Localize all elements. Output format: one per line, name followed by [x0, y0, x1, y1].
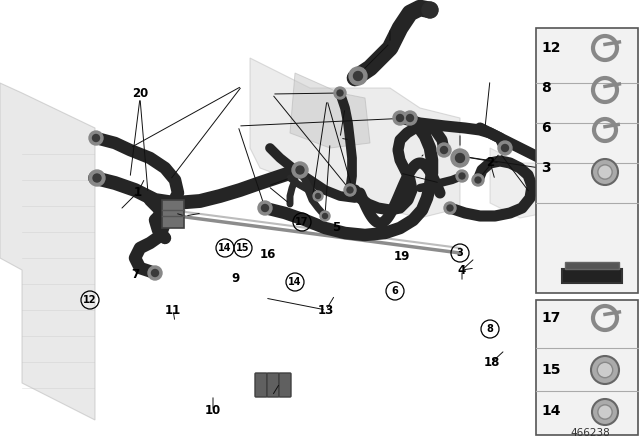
- Circle shape: [617, 180, 623, 186]
- Text: 2: 2: [486, 155, 494, 168]
- Circle shape: [152, 270, 159, 276]
- Circle shape: [349, 67, 367, 85]
- Circle shape: [296, 166, 304, 174]
- Circle shape: [323, 214, 328, 219]
- Text: 8: 8: [486, 324, 493, 334]
- Text: 4: 4: [458, 263, 466, 276]
- Bar: [536, 300, 638, 435]
- Circle shape: [451, 149, 469, 167]
- Text: 3: 3: [456, 248, 463, 258]
- Text: 18: 18: [484, 356, 500, 369]
- Text: 6: 6: [541, 121, 550, 135]
- Circle shape: [337, 90, 343, 96]
- Circle shape: [347, 187, 353, 193]
- Polygon shape: [250, 58, 460, 218]
- Circle shape: [292, 162, 308, 178]
- Circle shape: [592, 159, 618, 185]
- Bar: [562, 269, 622, 283]
- Circle shape: [472, 174, 484, 186]
- Circle shape: [93, 134, 99, 142]
- Circle shape: [298, 168, 303, 172]
- Circle shape: [502, 145, 509, 151]
- Circle shape: [148, 266, 162, 280]
- Circle shape: [598, 165, 612, 179]
- Circle shape: [597, 362, 612, 378]
- FancyBboxPatch shape: [162, 200, 184, 228]
- Circle shape: [614, 177, 626, 189]
- Text: 12: 12: [83, 295, 97, 305]
- Circle shape: [447, 205, 453, 211]
- Bar: [565, 262, 619, 269]
- Circle shape: [422, 2, 438, 18]
- Text: 14: 14: [541, 404, 561, 418]
- Polygon shape: [290, 73, 370, 148]
- Text: 12: 12: [541, 41, 561, 55]
- Circle shape: [295, 165, 305, 175]
- Text: 5: 5: [332, 220, 340, 233]
- Circle shape: [334, 87, 346, 99]
- Circle shape: [591, 356, 619, 384]
- Circle shape: [397, 115, 403, 121]
- Circle shape: [89, 131, 103, 145]
- Circle shape: [444, 202, 456, 214]
- Polygon shape: [490, 148, 545, 218]
- Text: 466238: 466238: [570, 428, 610, 438]
- Circle shape: [313, 191, 323, 201]
- Circle shape: [258, 201, 272, 215]
- Bar: [536, 28, 638, 293]
- Text: 19: 19: [394, 250, 410, 263]
- Circle shape: [353, 72, 362, 81]
- Text: 9: 9: [231, 271, 239, 284]
- Circle shape: [316, 194, 321, 198]
- Text: 1: 1: [134, 185, 142, 198]
- Circle shape: [475, 177, 481, 183]
- Text: 17: 17: [541, 311, 561, 325]
- Circle shape: [440, 146, 447, 154]
- Circle shape: [89, 170, 105, 186]
- Text: 14: 14: [218, 243, 232, 253]
- FancyBboxPatch shape: [279, 373, 291, 397]
- Text: 3: 3: [541, 161, 550, 175]
- Circle shape: [393, 111, 407, 125]
- Circle shape: [320, 211, 330, 221]
- Circle shape: [456, 170, 468, 182]
- Text: 13: 13: [318, 303, 334, 316]
- Text: 15: 15: [541, 363, 561, 377]
- Circle shape: [403, 111, 417, 125]
- Circle shape: [437, 143, 451, 157]
- Text: 6: 6: [392, 286, 398, 296]
- Text: 16: 16: [260, 249, 276, 262]
- Circle shape: [498, 141, 512, 155]
- Text: 10: 10: [205, 405, 221, 418]
- Circle shape: [406, 115, 413, 121]
- Circle shape: [459, 173, 465, 179]
- Circle shape: [344, 184, 356, 196]
- Circle shape: [93, 174, 101, 182]
- Text: 15: 15: [236, 243, 250, 253]
- Circle shape: [598, 405, 612, 419]
- Text: 14: 14: [288, 277, 301, 287]
- Text: 11: 11: [165, 303, 181, 316]
- Circle shape: [456, 154, 465, 163]
- Text: 7: 7: [131, 268, 139, 281]
- Circle shape: [262, 204, 269, 211]
- FancyBboxPatch shape: [255, 373, 267, 397]
- Text: 17: 17: [295, 217, 308, 227]
- Circle shape: [592, 399, 618, 425]
- Polygon shape: [0, 83, 95, 420]
- Text: 20: 20: [132, 86, 148, 99]
- Polygon shape: [565, 138, 625, 251]
- Text: 8: 8: [541, 81, 551, 95]
- FancyBboxPatch shape: [267, 373, 279, 397]
